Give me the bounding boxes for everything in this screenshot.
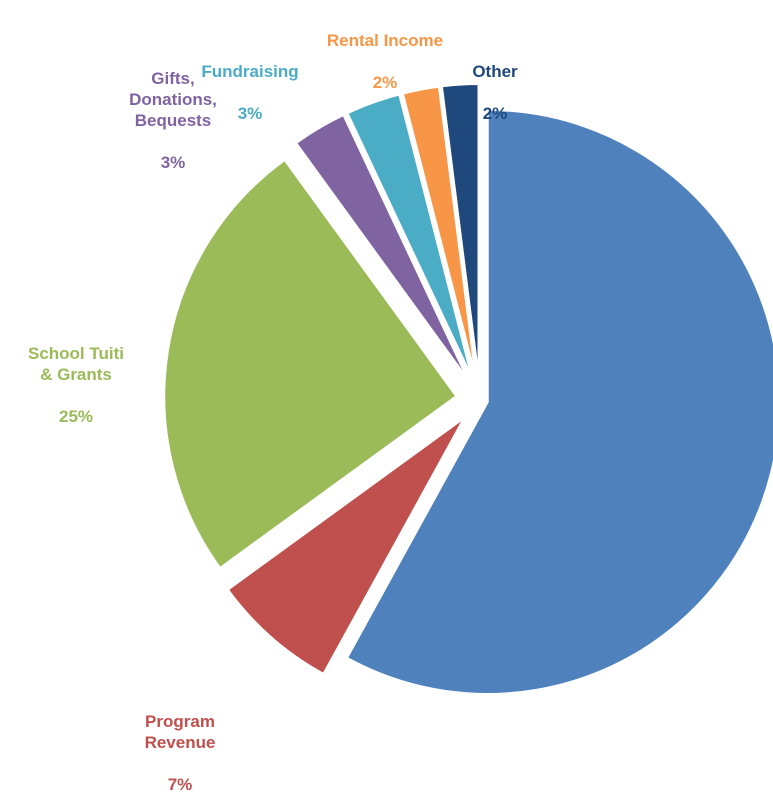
pie-slice-gifts-donations-bequests — [294, 113, 469, 380]
label-school-tuition: School Tuiti & Grants 25% — [0, 322, 152, 427]
pie-chart — [163, 83, 773, 695]
slice-label-rental-income: Rental Income — [326, 31, 444, 50]
pie-slice-school-tuition-grants — [163, 158, 458, 570]
label-fundraising: Fundraising 3% — [180, 40, 320, 124]
slice-label-gifts-donations: Gifts, Donations, Bequests — [129, 69, 217, 130]
pie-slice-other — [440, 83, 480, 377]
slice-label-fundraising: Fundraising — [201, 62, 299, 81]
slice-value-fundraising: 3% — [237, 104, 263, 123]
label-rental-income: Rental Income 2% — [310, 9, 460, 93]
slice-value-program-revenue: 7% — [167, 775, 193, 794]
pie-slice-fundraising — [346, 93, 473, 378]
slice-value-rental-income: 2% — [372, 73, 398, 92]
pie-slice-program-revenue — [226, 417, 466, 676]
label-program-revenue: Program Revenue 7% — [100, 690, 260, 795]
label-gifts-donations: Gifts, Donations, Bequests 3% — [98, 47, 248, 173]
slice-label-other: Other — [472, 62, 518, 81]
label-other: Other 2% — [440, 40, 550, 124]
slice-label-program-revenue: Program Revenue — [144, 712, 216, 752]
slice-value-gifts-donations: 3% — [160, 153, 186, 172]
slice-value-other: 2% — [482, 104, 508, 123]
slice-label-school-tuition: School Tuiti & Grants — [27, 344, 124, 384]
pie-slice-unlabeled — [345, 108, 773, 695]
pie-slice-rental-income — [401, 85, 477, 377]
slice-value-school-tuition: 25% — [58, 407, 94, 426]
